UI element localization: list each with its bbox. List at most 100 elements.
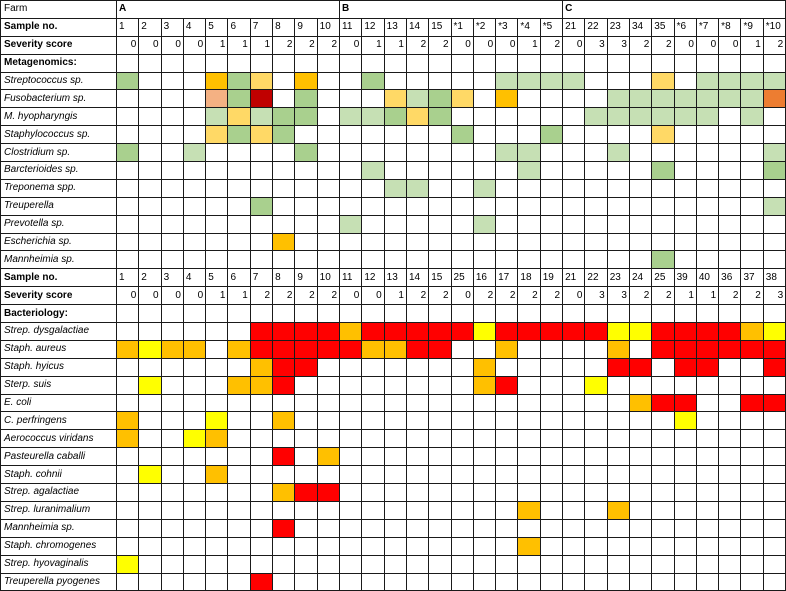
abundance-cell	[316, 89, 341, 109]
abundance-cell	[205, 125, 229, 145]
abundance-cell	[584, 71, 608, 91]
abundance-cell	[651, 339, 675, 359]
abundance-cell	[450, 250, 474, 270]
sample-number: 9	[294, 268, 318, 288]
abundance-cell	[316, 411, 341, 431]
abundance-cell	[249, 89, 274, 109]
abundance-cell	[339, 322, 363, 341]
severity-value: 0	[450, 286, 474, 306]
abundance-cell	[383, 143, 407, 163]
abundance-cell	[495, 554, 519, 574]
empty-cell	[718, 53, 742, 73]
abundance-cell	[227, 536, 251, 556]
abundance-cell	[272, 339, 296, 359]
abundance-cell	[138, 483, 162, 502]
abundance-cell	[249, 232, 274, 252]
abundance-cell	[606, 322, 630, 341]
abundance-cell	[740, 500, 764, 520]
sample-number: 38	[762, 268, 786, 288]
abundance-cell	[651, 554, 675, 574]
abundance-cell	[628, 483, 653, 502]
abundance-cell	[361, 71, 385, 91]
severity-value: 1	[361, 35, 385, 55]
abundance-cell	[405, 250, 430, 270]
abundance-cell	[495, 89, 519, 109]
abundance-cell	[316, 518, 341, 538]
abundance-cell	[718, 71, 742, 91]
empty-cell	[695, 304, 720, 324]
abundance-cell	[628, 572, 653, 591]
abundance-cell	[584, 447, 608, 467]
abundance-cell	[272, 465, 296, 485]
abundance-cell	[205, 572, 229, 591]
abundance-cell	[227, 89, 251, 109]
severity-row-2-label: Severity score	[0, 286, 117, 306]
abundance-cell	[584, 322, 608, 341]
abundance-cell	[695, 572, 720, 591]
abundance-cell	[138, 71, 162, 91]
abundance-cell	[651, 483, 675, 502]
abundance-cell	[740, 447, 764, 467]
abundance-cell	[450, 536, 474, 556]
abundance-cell	[361, 89, 385, 109]
bacteriology-row: Strep. hyovaginalis	[0, 554, 786, 574]
empty-cell	[606, 53, 630, 73]
abundance-cell	[606, 107, 630, 127]
abundance-cell	[361, 161, 385, 180]
abundance-cell	[562, 518, 586, 538]
empty-cell	[339, 53, 363, 73]
sample-number: 24	[628, 268, 653, 288]
abundance-cell	[651, 429, 675, 449]
abundance-cell	[383, 339, 407, 359]
abundance-cell	[695, 393, 720, 413]
empty-cell	[182, 53, 207, 73]
abundance-cell	[695, 375, 720, 395]
abundance-cell	[539, 125, 564, 145]
abundance-cell	[115, 71, 140, 91]
abundance-cell	[495, 500, 519, 520]
abundance-cell	[584, 518, 608, 538]
abundance-cell	[316, 143, 341, 163]
severity-value: 1	[673, 286, 697, 306]
abundance-cell	[539, 107, 564, 127]
abundance-cell	[562, 125, 586, 145]
abundance-cell	[695, 178, 720, 198]
severity-value: 0	[495, 35, 519, 55]
abundance-cell	[361, 572, 385, 591]
sample-number: 8	[272, 268, 296, 288]
abundance-cell	[294, 572, 318, 591]
abundance-cell	[272, 500, 296, 520]
abundance-cell	[316, 125, 341, 145]
abundance-cell	[695, 411, 720, 431]
abundance-cell	[628, 143, 653, 163]
abundance-cell	[160, 411, 184, 431]
empty-cell	[517, 304, 541, 324]
abundance-cell	[651, 214, 675, 234]
bacteriology-row: Staph. cohnii	[0, 465, 786, 485]
abundance-cell	[115, 465, 140, 485]
abundance-cell	[628, 107, 653, 127]
abundance-cell	[339, 536, 363, 556]
sample-number: 4	[182, 268, 207, 288]
abundance-cell	[227, 196, 251, 216]
bacteriology-row: Strep. agalactiae	[0, 483, 786, 502]
abundance-cell	[539, 554, 564, 574]
abundance-cell	[115, 554, 140, 574]
abundance-cell	[673, 536, 697, 556]
abundance-cell	[606, 572, 630, 591]
abundance-cell	[428, 483, 452, 502]
abundance-cell	[339, 411, 363, 431]
severity-value: 0	[695, 35, 720, 55]
abundance-cell	[651, 518, 675, 538]
abundance-cell	[539, 161, 564, 180]
abundance-cell	[160, 518, 184, 538]
empty-cell	[539, 304, 564, 324]
abundance-cell	[539, 178, 564, 198]
abundance-cell	[628, 465, 653, 485]
abundance-cell	[227, 143, 251, 163]
abundance-cell	[562, 483, 586, 502]
abundance-cell	[182, 232, 207, 252]
severity-value: 0	[673, 35, 697, 55]
abundance-cell	[138, 178, 162, 198]
abundance-cell	[428, 250, 452, 270]
